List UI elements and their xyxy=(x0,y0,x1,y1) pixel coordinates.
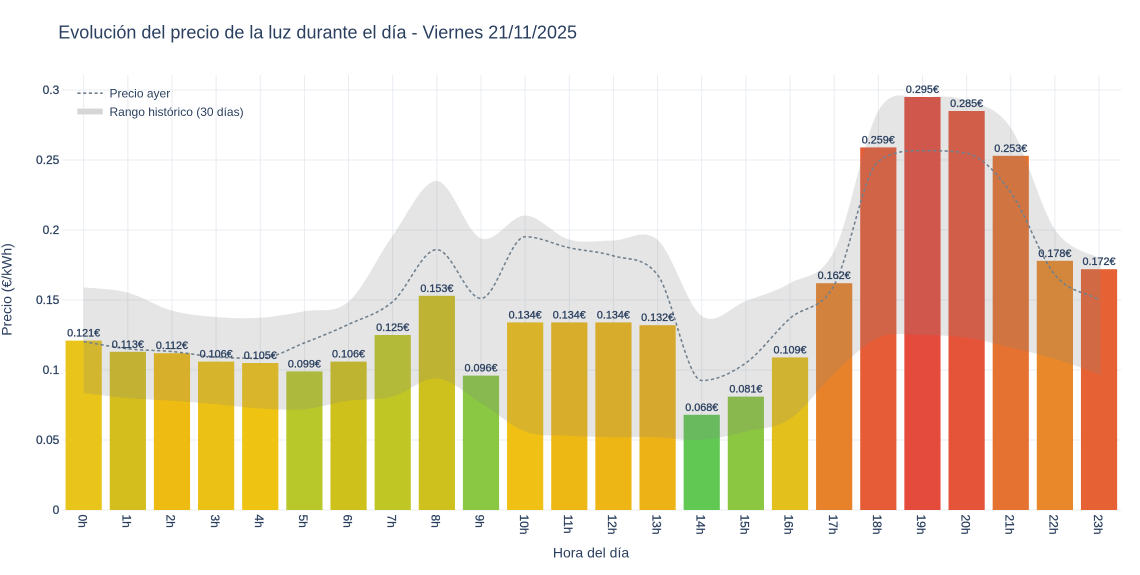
svg-text:0.121€: 0.121€ xyxy=(67,328,100,340)
svg-text:0h: 0h xyxy=(75,515,89,528)
svg-text:0.134€: 0.134€ xyxy=(553,309,586,321)
svg-text:0.3: 0.3 xyxy=(43,83,60,97)
svg-text:20h: 20h xyxy=(958,515,972,535)
svg-text:6h: 6h xyxy=(340,515,354,528)
svg-text:0.259€: 0.259€ xyxy=(862,134,895,146)
svg-text:0.099€: 0.099€ xyxy=(288,358,321,370)
svg-text:0.253€: 0.253€ xyxy=(994,143,1027,155)
svg-text:0.285€: 0.285€ xyxy=(950,98,983,110)
svg-text:Evolución del precio de la luz: Evolución del precio de la luz durante e… xyxy=(58,23,577,43)
svg-text:Precio ayer: Precio ayer xyxy=(110,86,171,100)
svg-text:0.125€: 0.125€ xyxy=(376,322,409,334)
svg-text:0.068€: 0.068€ xyxy=(685,402,718,414)
svg-text:21h: 21h xyxy=(1002,515,1016,535)
svg-text:0.134€: 0.134€ xyxy=(597,309,630,321)
svg-text:3h: 3h xyxy=(208,515,222,528)
svg-text:0.2: 0.2 xyxy=(43,223,60,237)
svg-text:0.105€: 0.105€ xyxy=(244,350,277,362)
svg-text:0.153€: 0.153€ xyxy=(420,283,453,295)
svg-text:9h: 9h xyxy=(473,515,487,528)
svg-text:4h: 4h xyxy=(252,515,266,528)
svg-text:2h: 2h xyxy=(164,515,178,528)
svg-text:0.1: 0.1 xyxy=(43,363,60,377)
svg-text:0.112€: 0.112€ xyxy=(156,340,188,352)
svg-text:0.109€: 0.109€ xyxy=(774,344,807,356)
svg-text:0.178€: 0.178€ xyxy=(1038,248,1071,260)
svg-text:0.106€: 0.106€ xyxy=(332,349,365,361)
svg-text:0.132€: 0.132€ xyxy=(641,312,674,324)
svg-text:Precio (€/kWh): Precio (€/kWh) xyxy=(0,243,15,336)
svg-text:1h: 1h xyxy=(120,515,134,528)
svg-text:0.295€: 0.295€ xyxy=(906,84,939,96)
svg-text:0.162€: 0.162€ xyxy=(818,270,851,282)
svg-text:23h: 23h xyxy=(1091,515,1105,535)
svg-text:19h: 19h xyxy=(914,515,928,535)
svg-text:13h: 13h xyxy=(649,515,663,535)
svg-text:8h: 8h xyxy=(429,515,443,528)
svg-text:0.081€: 0.081€ xyxy=(729,384,762,396)
svg-text:7h: 7h xyxy=(384,515,398,528)
svg-text:15h: 15h xyxy=(738,515,752,535)
svg-text:14h: 14h xyxy=(693,515,707,535)
svg-text:0.25: 0.25 xyxy=(36,153,60,167)
svg-text:Hora del día: Hora del día xyxy=(553,545,629,561)
svg-text:0: 0 xyxy=(53,503,60,517)
svg-text:16h: 16h xyxy=(782,515,796,535)
svg-text:0.15: 0.15 xyxy=(36,293,60,307)
svg-text:22h: 22h xyxy=(1047,515,1061,535)
svg-text:0.096€: 0.096€ xyxy=(464,363,497,375)
svg-text:5h: 5h xyxy=(296,515,310,528)
svg-text:0.172€: 0.172€ xyxy=(1083,256,1116,268)
svg-text:11h: 11h xyxy=(561,515,575,534)
svg-text:Rango histórico (30 días): Rango histórico (30 días) xyxy=(110,105,244,119)
svg-text:0.134€: 0.134€ xyxy=(509,309,542,321)
svg-text:0.05: 0.05 xyxy=(36,433,60,447)
svg-text:18h: 18h xyxy=(870,515,884,535)
svg-text:17h: 17h xyxy=(826,515,840,535)
svg-text:0.106€: 0.106€ xyxy=(200,349,233,361)
svg-text:10h: 10h xyxy=(517,515,531,535)
svg-text:0.113€: 0.113€ xyxy=(112,339,144,351)
svg-text:12h: 12h xyxy=(605,515,619,535)
